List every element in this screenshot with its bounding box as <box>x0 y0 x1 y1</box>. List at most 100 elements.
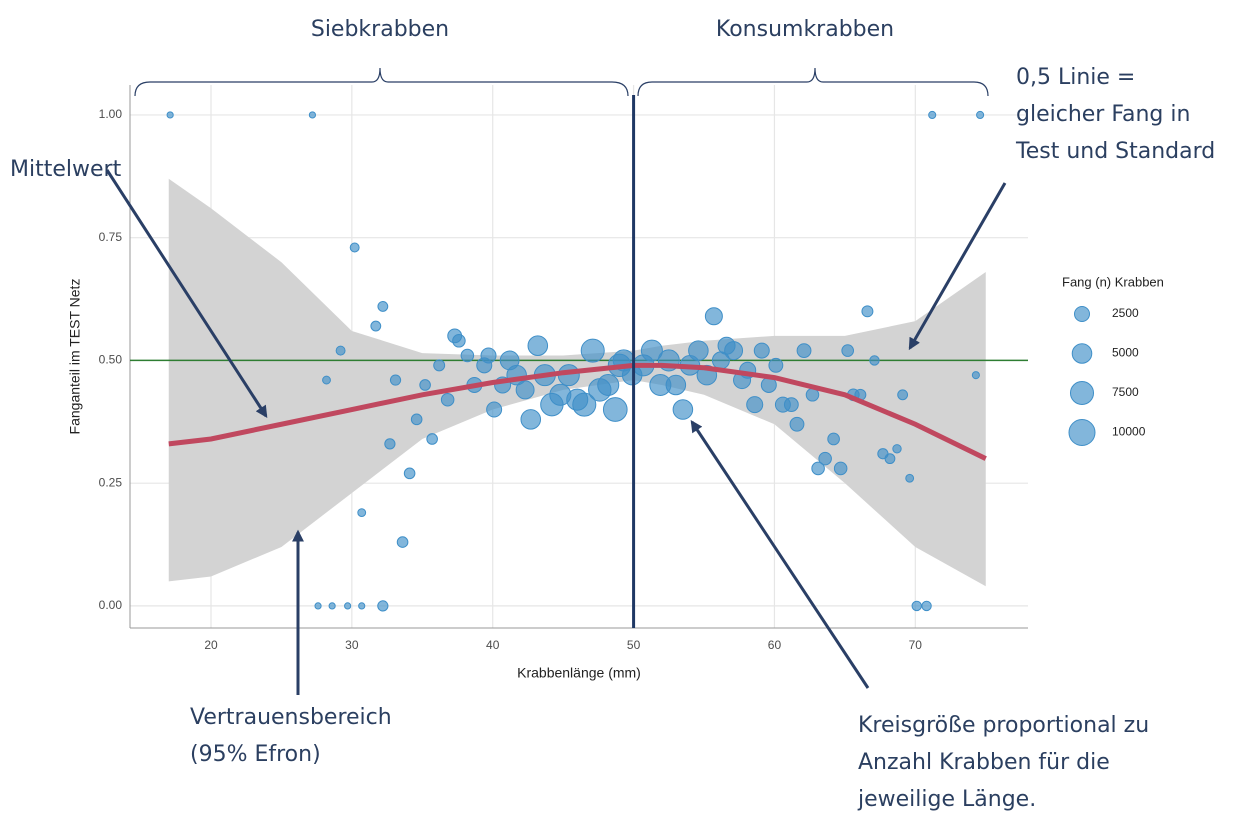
bubble <box>911 600 922 612</box>
x-tick-label: 50 <box>627 638 641 652</box>
confidence-band <box>168 178 986 587</box>
x-tick-label: 30 <box>345 638 359 652</box>
mean-line <box>168 362 987 461</box>
bubble <box>753 342 770 359</box>
annotation: (95% Efron) <box>190 742 321 767</box>
bubble <box>861 305 874 318</box>
bubble <box>370 320 382 332</box>
x-tick-label: 20 <box>204 638 218 652</box>
bubble <box>384 438 396 450</box>
bubble <box>602 397 628 422</box>
bubble <box>841 344 855 357</box>
bubble <box>308 111 317 119</box>
y-tick-label: 0.00 <box>99 598 123 612</box>
bubble <box>410 413 423 426</box>
annotation: Test und Standard <box>1015 139 1215 164</box>
legend-label: 7500 <box>1112 385 1139 399</box>
bubble <box>377 301 389 312</box>
x-tick-label: 70 <box>909 638 923 652</box>
legend-bubble <box>1069 380 1095 406</box>
bubble <box>796 343 812 359</box>
bubble <box>433 359 446 372</box>
bubble <box>672 399 694 420</box>
bubble <box>349 242 360 253</box>
annotation: gleicher Fang in <box>1016 102 1190 127</box>
annotation: Anzahl Krabben für die <box>858 750 1110 775</box>
legend-bubble <box>1074 306 1090 322</box>
bubble <box>314 602 322 610</box>
annotation: Mittelwert <box>10 157 122 182</box>
bubble <box>377 600 389 612</box>
bubble <box>884 453 896 465</box>
annotation: Vertrauensbereich <box>190 705 392 730</box>
bubble <box>976 110 985 120</box>
legend-bubble <box>1068 419 1096 446</box>
bubble <box>166 111 174 119</box>
bubble <box>928 110 937 120</box>
bubble <box>440 392 455 407</box>
bubble <box>426 433 438 445</box>
bubble <box>389 374 402 386</box>
annotation: Konsumkrabben <box>716 17 894 42</box>
bubble <box>897 389 909 401</box>
annotation: 0,5 Linie = <box>1016 65 1135 90</box>
bubble <box>403 467 416 480</box>
bubble <box>704 307 723 326</box>
annotation: jeweilige Länge. <box>857 787 1036 812</box>
bubble <box>746 396 764 414</box>
arrow <box>690 419 870 689</box>
bubble <box>452 334 466 348</box>
y-tick-label: 1.00 <box>99 107 123 121</box>
x-axis-label: Krabbenlänge (mm) <box>517 665 641 681</box>
bubble <box>789 416 805 432</box>
x-tick-label: 60 <box>768 638 782 652</box>
arrow <box>908 182 1007 351</box>
bubble <box>328 602 336 610</box>
x-tick-label: 40 <box>486 638 500 652</box>
bubble <box>869 355 880 366</box>
bubble <box>460 348 475 363</box>
bubble <box>515 380 535 400</box>
bubble <box>335 345 346 356</box>
bubble <box>783 397 799 413</box>
bubble <box>921 600 932 612</box>
bubble <box>580 338 605 363</box>
bubble <box>396 536 409 548</box>
bubble <box>833 461 848 476</box>
plot-area: 0.00 0.25 0.50 0.75 1.00 20 30 40 50 60 70 Krabbenl… <box>67 85 1028 681</box>
bubble <box>892 444 902 454</box>
bubble <box>811 461 825 476</box>
bubble <box>818 451 832 466</box>
bubble <box>597 373 620 396</box>
legend-title: Fang (n) Krabben <box>1062 274 1164 289</box>
bubble <box>724 341 744 361</box>
bubble <box>344 602 352 610</box>
bracket <box>637 67 989 97</box>
bubble <box>358 602 366 610</box>
legend-label: 10000 <box>1112 425 1146 439</box>
bubble <box>971 371 980 380</box>
arrow <box>105 169 268 419</box>
annotation: Siebkrabben <box>311 17 449 42</box>
bubble <box>322 375 331 385</box>
bubble <box>905 473 915 483</box>
bubble <box>419 379 431 391</box>
annotation: Kreisgröße proportional zu <box>858 713 1149 738</box>
legend-label: 2500 <box>1112 306 1139 320</box>
bubble <box>665 374 687 396</box>
bubble <box>827 432 840 446</box>
legend-bubble <box>1071 343 1093 364</box>
y-axis-label: Fanganteil im TEST Netz <box>67 279 83 435</box>
legend-label: 5000 <box>1112 346 1139 360</box>
bubble <box>486 401 503 418</box>
bubble <box>688 340 709 361</box>
y-tick-label: 0.25 <box>99 475 123 489</box>
bubble <box>520 409 542 430</box>
bubble <box>768 357 784 373</box>
bubble <box>480 347 497 364</box>
bubble <box>527 335 549 356</box>
bracket <box>134 67 629 97</box>
bubble <box>640 339 663 362</box>
bubble <box>357 508 367 518</box>
